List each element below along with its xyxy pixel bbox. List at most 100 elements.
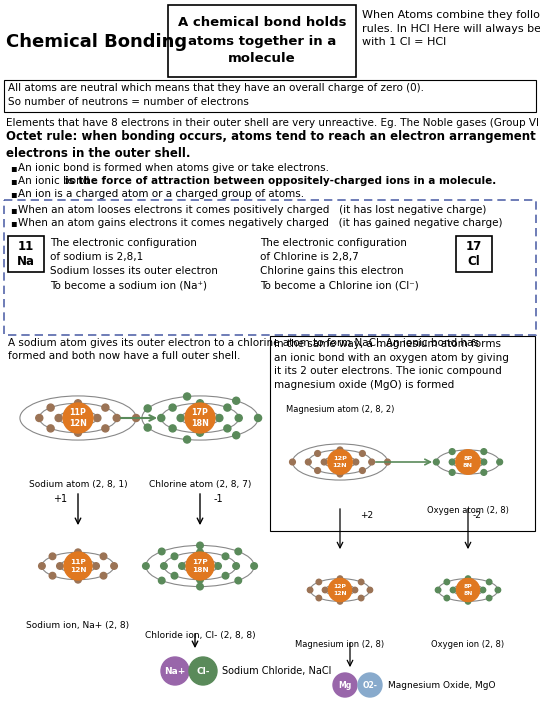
Circle shape bbox=[161, 657, 189, 685]
Circle shape bbox=[75, 549, 82, 556]
Text: An ionic bond is formed when atoms give or take electrons.: An ionic bond is formed when atoms give … bbox=[18, 163, 329, 173]
Text: 11P
12N: 11P 12N bbox=[70, 559, 86, 572]
Circle shape bbox=[169, 404, 176, 411]
Text: O2-: O2- bbox=[362, 680, 377, 690]
Circle shape bbox=[197, 583, 203, 590]
Circle shape bbox=[289, 459, 295, 465]
Circle shape bbox=[306, 459, 311, 465]
Circle shape bbox=[49, 553, 56, 559]
Bar bbox=[4, 200, 536, 335]
Text: Sodium atom (2, 8, 1): Sodium atom (2, 8, 1) bbox=[29, 480, 127, 489]
Circle shape bbox=[111, 563, 117, 570]
Circle shape bbox=[235, 415, 242, 421]
Circle shape bbox=[321, 459, 327, 465]
Circle shape bbox=[57, 563, 63, 570]
Text: Chemical Bonding: Chemical Bonding bbox=[6, 33, 187, 51]
Circle shape bbox=[197, 542, 203, 549]
Bar bbox=[4, 80, 536, 112]
Text: Chlorine atom (2, 8, 7): Chlorine atom (2, 8, 7) bbox=[149, 480, 251, 489]
Circle shape bbox=[63, 403, 93, 433]
Text: The electronic configuration
of Chlorine is 2,8,7
Chlorine gains this electron
T: The electronic configuration of Chlorine… bbox=[260, 238, 418, 290]
Text: Magnesium atom (2, 8, 2): Magnesium atom (2, 8, 2) bbox=[286, 405, 394, 414]
Text: ▪: ▪ bbox=[10, 205, 17, 215]
Circle shape bbox=[177, 415, 184, 421]
Circle shape bbox=[169, 425, 176, 432]
Circle shape bbox=[465, 576, 471, 581]
Circle shape bbox=[160, 563, 167, 570]
Circle shape bbox=[179, 563, 185, 570]
Circle shape bbox=[360, 467, 365, 473]
Circle shape bbox=[353, 459, 359, 465]
Text: When an atom looses electrons it comes positively charged   (it has lost negativ: When an atom looses electrons it comes p… bbox=[18, 205, 487, 215]
Circle shape bbox=[102, 404, 109, 411]
Circle shape bbox=[316, 580, 321, 585]
Circle shape bbox=[481, 449, 487, 454]
Text: ▪: ▪ bbox=[10, 189, 17, 199]
Circle shape bbox=[328, 578, 352, 602]
Circle shape bbox=[158, 548, 165, 554]
Text: Oxygen atom (2, 8): Oxygen atom (2, 8) bbox=[427, 506, 509, 515]
Circle shape bbox=[158, 577, 165, 584]
Circle shape bbox=[444, 595, 450, 600]
Circle shape bbox=[216, 415, 223, 421]
Circle shape bbox=[384, 459, 390, 465]
Text: Sodium ion, Na+ (2, 8): Sodium ion, Na+ (2, 8) bbox=[26, 621, 130, 630]
Circle shape bbox=[449, 449, 455, 454]
Circle shape bbox=[497, 459, 503, 465]
Text: +2: +2 bbox=[360, 511, 373, 520]
Text: Mg: Mg bbox=[339, 680, 352, 690]
Circle shape bbox=[487, 580, 492, 585]
Circle shape bbox=[480, 588, 485, 593]
Text: -1: -1 bbox=[213, 494, 223, 504]
Bar bbox=[168, 5, 356, 77]
Circle shape bbox=[222, 572, 229, 579]
Text: When an atom gains electrons it comes negatively charged   (it has gained negati: When an atom gains electrons it comes ne… bbox=[18, 218, 503, 228]
Bar bbox=[456, 236, 492, 272]
Circle shape bbox=[444, 580, 450, 585]
Circle shape bbox=[171, 553, 178, 559]
Circle shape bbox=[358, 673, 382, 697]
Text: 11P
12N: 11P 12N bbox=[69, 408, 87, 428]
Circle shape bbox=[367, 588, 373, 593]
Circle shape bbox=[171, 572, 178, 579]
Circle shape bbox=[434, 459, 439, 465]
Circle shape bbox=[465, 598, 471, 604]
Circle shape bbox=[328, 450, 352, 474]
Circle shape bbox=[94, 415, 101, 421]
Circle shape bbox=[132, 415, 140, 421]
Circle shape bbox=[158, 415, 165, 421]
Circle shape bbox=[369, 459, 375, 465]
Circle shape bbox=[93, 563, 99, 570]
Circle shape bbox=[235, 577, 241, 584]
Text: An ion is a charged atom or a charged group of atoms.: An ion is a charged atom or a charged gr… bbox=[18, 189, 304, 199]
Circle shape bbox=[144, 424, 151, 431]
Text: 8P
8N: 8P 8N bbox=[463, 585, 472, 595]
Text: All atoms are neutral which means that they have an overall charge of zero (0).
: All atoms are neutral which means that t… bbox=[8, 83, 424, 107]
Circle shape bbox=[481, 459, 487, 465]
Text: ▪: ▪ bbox=[10, 176, 17, 186]
Circle shape bbox=[487, 595, 492, 600]
Text: 8P
8N: 8P 8N bbox=[463, 456, 473, 467]
Text: ▪: ▪ bbox=[10, 218, 17, 228]
Text: A chemical bond holds
atoms together in a
molecule: A chemical bond holds atoms together in … bbox=[178, 17, 346, 66]
Circle shape bbox=[235, 548, 241, 554]
Text: Na+: Na+ bbox=[164, 667, 186, 675]
Circle shape bbox=[456, 578, 480, 602]
Circle shape bbox=[197, 429, 204, 436]
Circle shape bbox=[102, 425, 109, 432]
Circle shape bbox=[36, 415, 43, 421]
Bar bbox=[8, 236, 44, 272]
Circle shape bbox=[224, 404, 231, 411]
Circle shape bbox=[224, 425, 231, 432]
Circle shape bbox=[113, 415, 120, 421]
Circle shape bbox=[435, 588, 441, 593]
Text: Chloride ion, Cl- (2, 8, 8): Chloride ion, Cl- (2, 8, 8) bbox=[145, 631, 255, 640]
Circle shape bbox=[359, 595, 364, 600]
Circle shape bbox=[307, 588, 313, 593]
Circle shape bbox=[333, 673, 357, 697]
Text: A sodium atom gives its outer electron to a chlorine atom to form NaCl: An ionic: A sodium atom gives its outer electron t… bbox=[8, 338, 479, 361]
Circle shape bbox=[55, 415, 62, 421]
Circle shape bbox=[233, 397, 240, 404]
Text: ▪: ▪ bbox=[10, 163, 17, 173]
Circle shape bbox=[184, 436, 191, 443]
